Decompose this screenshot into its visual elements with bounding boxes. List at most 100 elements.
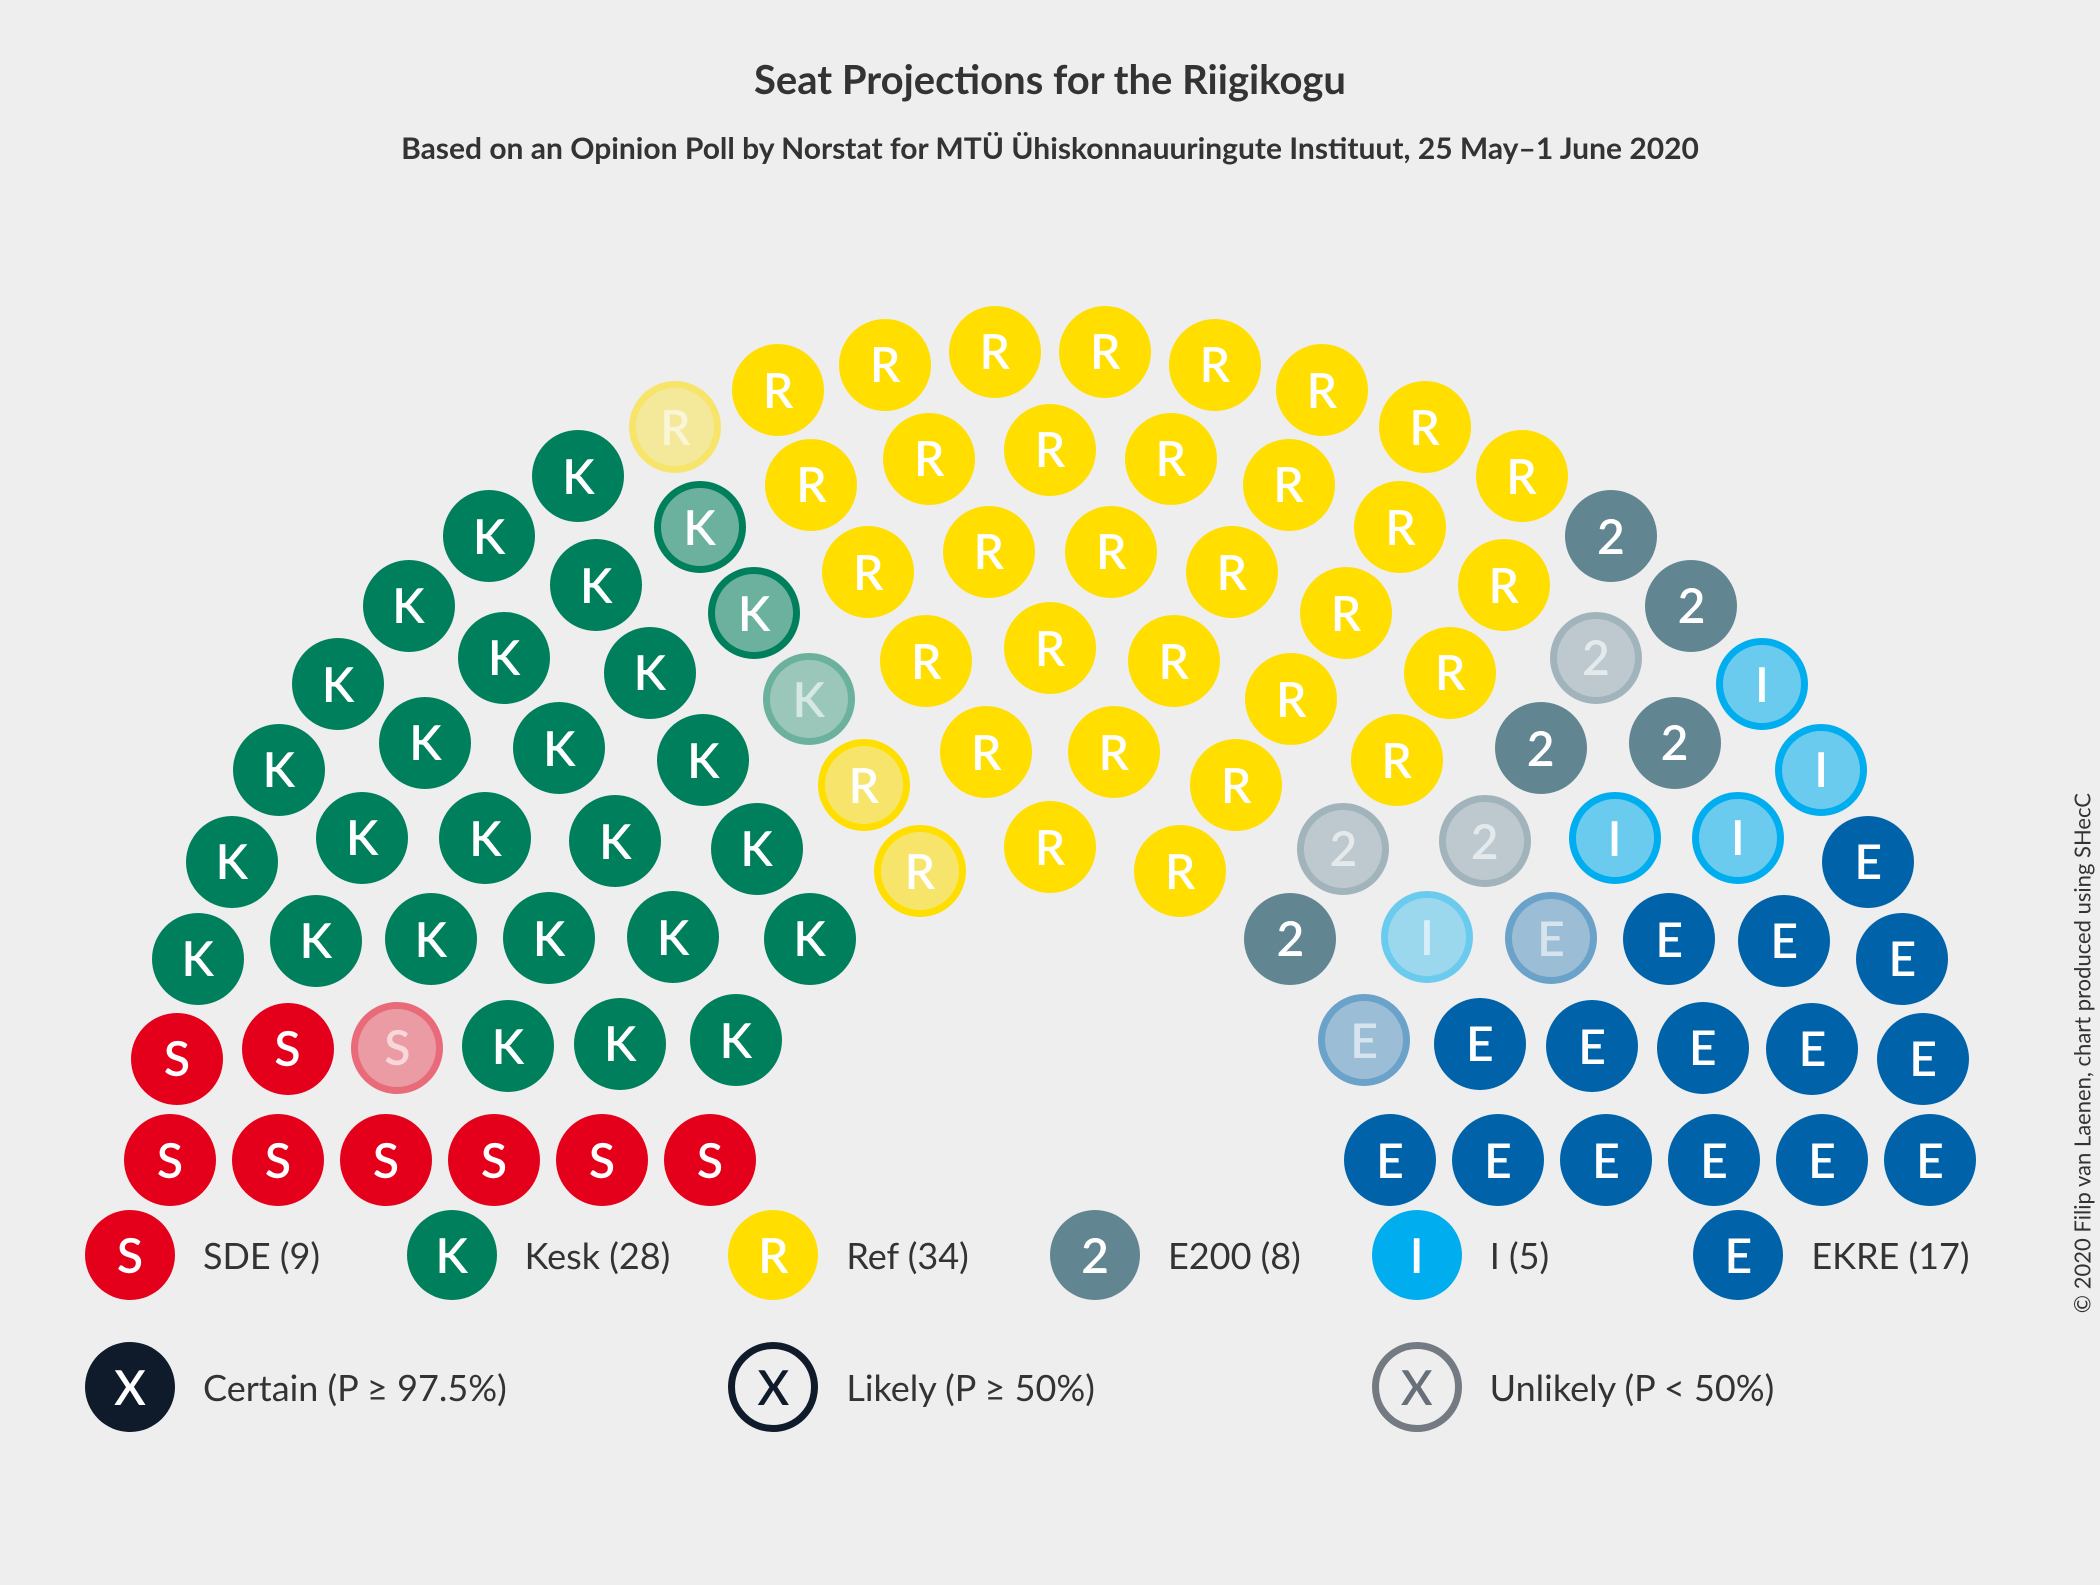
seat-REF: R [1004,801,1096,893]
seat-letter: K [543,720,575,777]
seat-letter: I [1608,810,1622,867]
seat-KESK: K [627,891,719,983]
legend-item-EKRE: EEKRE (17) [1693,1210,2015,1300]
seat-letter: E [1376,1132,1404,1189]
seat-I: I [1569,792,1661,884]
seat-KESK: K [379,697,471,789]
seat-letter: R [1409,399,1439,456]
seat-REF: R [1004,404,1096,496]
seat-KESK: K [657,714,749,806]
seat-REF: R [765,439,857,531]
seat-letter: K [263,741,295,798]
party-legend-row: SSDE (9)KKesk (28)RRef (34)2E200 (8)II (… [85,1210,2015,1300]
legend-dot-I: I [1372,1210,1462,1300]
seat-E200: 2 [1244,893,1336,985]
seat-EKRE: E [1776,1114,1868,1206]
legend-prob-dot-likely: X [728,1342,818,1432]
seat-letter: K [683,499,715,556]
seat-KESK: K [233,724,325,816]
seat-letter: S [373,1132,399,1189]
seat-letter: E [1889,930,1917,987]
seat-REF: R [629,381,721,473]
legend: SSDE (9)KKesk (28)RRef (34)2E200 (8)II (… [85,1210,2015,1474]
chart-credit: © 2020 Filip van Laenen, chart produced … [2069,793,2096,1313]
legend-item-SDE: S SDE (9) [85,1210,407,1300]
legend-prob-likely: XLikely (P ≥ 50%) [728,1342,1371,1432]
seat-KESK: K [764,893,856,985]
seat-letter: K [473,508,505,565]
seat-letter: K [740,820,772,877]
seat-REF: R [822,526,914,618]
legend-dot-KESK: K [407,1210,497,1300]
seat-letter: K [634,644,666,701]
legend-item-E200: 2E200 (8) [1050,1210,1372,1300]
seat-letter: R [1385,499,1415,556]
seat-letter: R [1221,757,1251,814]
seat-letter: K [562,448,594,505]
seat-letter: K [533,910,565,967]
probability-legend-row: XCertain (P ≥ 97.5%)XLikely (P ≥ 50%)XUn… [85,1342,2015,1432]
seat-REF: R [1458,539,1550,631]
seat-letter: R [1200,336,1230,393]
legend-prob-dot-certain: X [85,1342,175,1432]
seat-E200: 2 [1565,490,1657,582]
legend-label-REF: Ref (34) [846,1233,968,1277]
seat-REF: R [1276,344,1368,436]
seat-I: I [1716,638,1808,730]
seat-KESK: K [316,792,408,884]
seat-REF: R [1134,825,1226,917]
seat-E200: 2 [1550,612,1642,704]
seat-letter: E [1808,1132,1836,1189]
seat-letter: R [971,724,1001,781]
legend-dot-SDE: S [85,1210,175,1300]
seat-letter: R [1035,421,1065,478]
seat-letter: K [322,656,354,713]
seat-E200: 2 [1439,795,1531,887]
seat-REF: R [732,344,824,436]
legend-label-SDE: SDE (9) [203,1233,320,1277]
chart-page: Seat Projections for the Riigikogu Based… [0,0,2100,1585]
legend-prob-letter: X [757,1359,789,1416]
seat-REF: R [874,825,966,917]
seat-letter: S [697,1132,723,1189]
seat-letter: R [1331,585,1361,642]
seat-letter: S [589,1132,615,1189]
seat-letter: K [720,1012,752,1069]
seat-REF: R [1169,319,1261,411]
seat-SDE: S [340,1114,432,1206]
seat-letter: S [157,1132,183,1189]
seat-REF: R [1190,739,1282,831]
seat-letter: R [1435,644,1465,701]
seat-letter: R [1307,362,1337,419]
seat-SDE: S [351,1002,443,1094]
seat-letter: K [409,714,441,771]
seat-letter: E [1350,1012,1378,1069]
seat-EKRE: E [1884,1114,1976,1206]
chart-subtitle: Based on an Opinion Poll by Norstat for … [0,130,2100,166]
seat-letter: K [181,930,213,987]
legend-dot-EKRE: E [1693,1210,1783,1300]
seat-KESK: K [363,560,455,652]
legend-dot-E200: 2 [1050,1210,1140,1300]
legend-prob-label-certain: Certain (P ≥ 97.5%) [203,1365,507,1409]
hemicycle: SSSSSSSSSKKKKKKKKKKKKKKKKKKKKKKKKKKKKRRR… [100,200,2000,1200]
seat-KESK: K [458,612,550,704]
seat-letter: 2 [1597,508,1625,565]
seat-KESK: K [186,816,278,908]
legend-prob-letter: X [1401,1359,1433,1416]
seat-letter: E [1592,1132,1620,1189]
seat-letter: E [1916,1132,1944,1189]
seat-letter: 2 [1329,820,1357,877]
seat-SDE: S [448,1114,540,1206]
seat-letter: E [1909,1030,1937,1087]
seat-EKRE: E [1434,998,1526,1090]
seat-letter: S [481,1132,507,1189]
seat-letter: R [763,362,793,419]
seat-SDE: S [232,1114,324,1206]
seat-REF: R [880,615,972,707]
seat-EKRE: E [1668,1114,1760,1206]
seat-EKRE: E [1452,1114,1544,1206]
seat-letter: R [1276,671,1306,728]
seat-letter: 2 [1276,910,1304,967]
seat-REF: R [940,706,1032,798]
